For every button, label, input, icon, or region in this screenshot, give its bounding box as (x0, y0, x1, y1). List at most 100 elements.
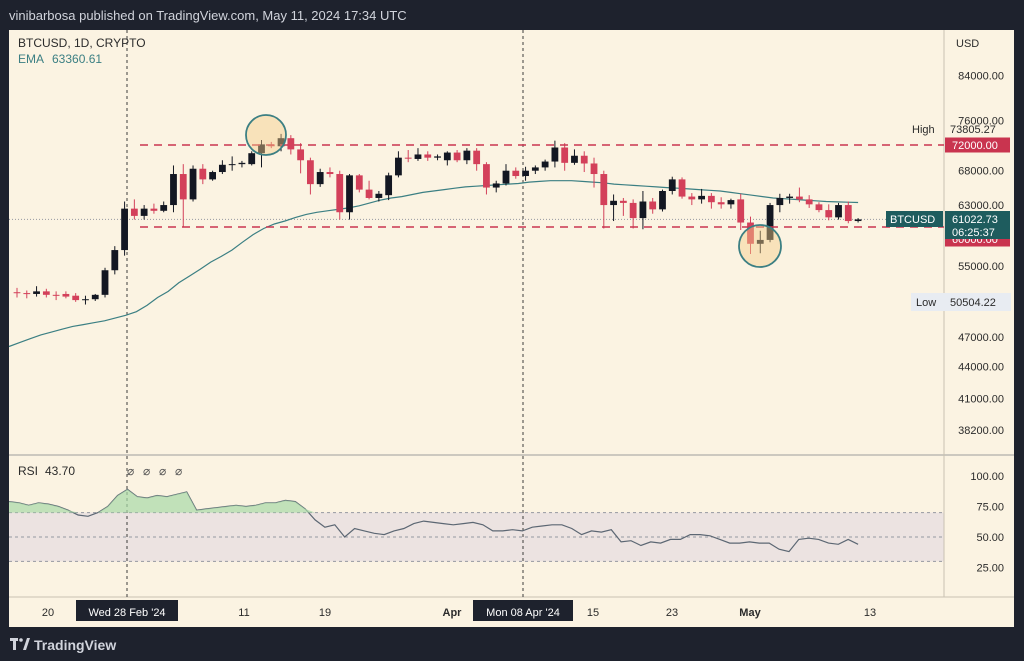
candle-body (307, 160, 314, 185)
price-tick-label: 41000.00 (958, 393, 1004, 405)
candle-body (727, 200, 735, 205)
candle-body (854, 219, 862, 222)
high-value: 73805.27 (950, 124, 996, 136)
candle-body (385, 175, 393, 196)
rsi-tick-label: 75.00 (976, 502, 1004, 514)
rsi-band-group (9, 512, 944, 562)
candle-body (13, 292, 21, 294)
currency-label[interactable]: USD (956, 38, 979, 50)
chart-canvas[interactable]: 38200.00 41000.00 44000.00 47000.00 55000.00… (0, 0, 1024, 627)
candle-body (776, 197, 784, 206)
candle-body (218, 164, 226, 173)
price-tick-label: 47000.00 (958, 332, 1004, 344)
candle-body (336, 174, 344, 213)
candle-body (443, 152, 451, 161)
candle-body (140, 208, 148, 216)
rsi-marker-4[interactable]: ⌀ (175, 464, 182, 478)
symbol-label[interactable]: BTCUSD, 1D, CRYPTO (18, 36, 146, 50)
candle-body (287, 138, 295, 150)
candle-body (815, 204, 823, 211)
candle-body (668, 179, 676, 192)
candle-body (747, 222, 754, 244)
candle-body (766, 205, 774, 240)
candle-body (277, 138, 285, 147)
price-tick-label: 55000.00 (958, 261, 1004, 273)
candle-body (639, 201, 647, 219)
candle-body (571, 155, 578, 163)
low-value: 50504.22 (950, 297, 996, 309)
candle-body (698, 195, 705, 200)
rsi-marker-symbols: ⌀ ⌀ ⌀ ⌀ (127, 464, 182, 478)
candle-body (297, 149, 305, 161)
candle-body (453, 152, 461, 161)
last-price-marker: BTCUSD 61022.73 06:25:37 (886, 211, 1010, 239)
candle-body (355, 175, 363, 190)
tradingview-brand[interactable]: TradingView (34, 637, 117, 653)
tradingview-logo-icon[interactable] (10, 638, 30, 650)
candle-body (121, 208, 128, 251)
time-crosshair-label-apr: Mon 08 Apr '24 (486, 607, 560, 619)
candle-body (130, 208, 138, 216)
time-tick-19: 19 (319, 607, 331, 619)
rsi-marker-3[interactable]: ⌀ (159, 464, 166, 478)
candle-body (62, 293, 70, 297)
candle-body (531, 167, 539, 171)
candle-body (189, 168, 197, 200)
time-tick-may: May (739, 607, 761, 619)
candle-body (248, 153, 256, 165)
candle-body (717, 202, 725, 205)
right-frame (1014, 30, 1024, 627)
candle-body (659, 191, 666, 210)
candle-body (365, 189, 373, 198)
last-price-value-bg (945, 211, 1010, 239)
publisher-bar: vinibarbosa published on TradingView.com… (0, 0, 1024, 30)
candle-body (678, 179, 686, 197)
candle-body (170, 174, 177, 206)
candle-body (737, 199, 745, 223)
candle-body (209, 172, 216, 180)
footer-bar: TradingView (0, 627, 1024, 661)
time-crosshair-label-apr-bg (473, 600, 573, 621)
low-label: Low (916, 297, 936, 309)
candle-body (434, 156, 441, 158)
time-crosshair-label-feb-bg (76, 600, 178, 621)
countdown: 06:25:37 (952, 227, 995, 239)
candle-body (72, 295, 80, 301)
low-marker: Low 50504.22 (911, 293, 1011, 311)
bottom-highlight-circle (738, 224, 782, 268)
price-tick-label: 84000.00 (958, 71, 1004, 83)
candle-body (825, 210, 833, 218)
rsi-marker-1[interactable]: ⌀ (127, 464, 134, 478)
candle-body (551, 147, 559, 162)
rsi-marker-2[interactable]: ⌀ (143, 464, 150, 478)
time-tick-23: 23 (666, 607, 678, 619)
price-tick-label: 38200.00 (958, 425, 1004, 437)
ema-legend-value: 63360.61 (52, 52, 102, 66)
candle-body (424, 154, 432, 158)
candle-body (42, 291, 50, 295)
candle-body (590, 163, 598, 175)
candle-body (375, 193, 383, 198)
candle-body (395, 157, 402, 176)
candle-body (238, 162, 246, 165)
last-price-symbol-bg (886, 211, 943, 227)
candle-body (52, 294, 60, 296)
candle-body (805, 199, 813, 205)
rsi-axis-ticks[interactable]: 25.00 50.00 75.00 100.00 (970, 471, 1004, 575)
candle-body (228, 164, 236, 166)
candle-body (786, 196, 794, 198)
candle-body (561, 147, 569, 163)
time-tick-15: 15 (587, 607, 599, 619)
time-tick-11: 11 (238, 607, 249, 619)
candle-body (835, 205, 842, 218)
rsi-tick-label: 50.00 (976, 532, 1004, 544)
low-label-bg (911, 293, 1011, 311)
candle-body (541, 161, 549, 168)
last-price-value: 61022.73 (952, 214, 998, 226)
price-axis-ticks[interactable]: 38200.00 41000.00 44000.00 47000.00 55000.00… (958, 71, 1004, 437)
price-axis-background (944, 30, 1014, 627)
candle-body (414, 154, 422, 159)
ema-legend-label: EMA (18, 52, 44, 66)
time-axis[interactable]: 20 Wed 28 Feb '24 11 19 Apr Mon 08 Apr '… (42, 600, 876, 621)
candle-body (82, 299, 89, 301)
